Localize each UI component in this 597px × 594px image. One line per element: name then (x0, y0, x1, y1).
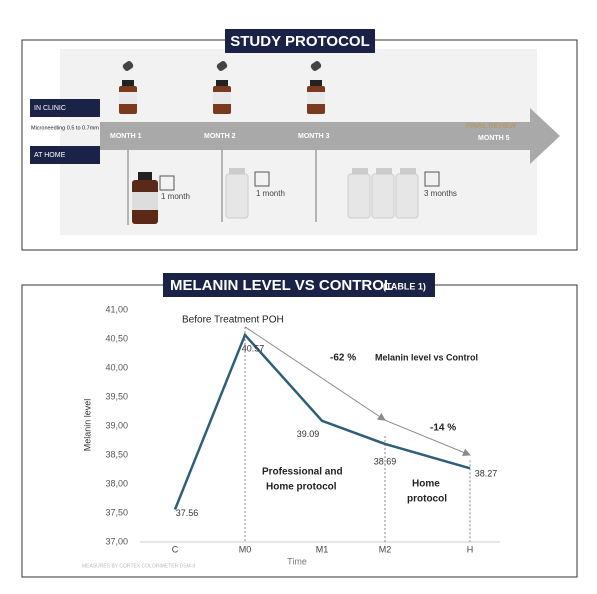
x-tick-label: M2 (379, 544, 392, 554)
annotation: Before Treatment POH (182, 315, 284, 326)
y-tick-label: 41,00 (105, 304, 128, 314)
y-tick-label: 39,00 (105, 420, 128, 430)
y-tick-label: 39,50 (105, 391, 128, 401)
row-box (30, 146, 100, 164)
annotation: -62 % (330, 353, 356, 364)
timeline-arrow (100, 108, 560, 164)
chart-panel (21, 284, 578, 578)
control-arrow (384, 419, 471, 457)
clinic-vials (119, 61, 325, 114)
control-arrow (244, 326, 386, 421)
month-lines (127, 150, 317, 225)
final-review: FINAL REVIEW (466, 123, 516, 130)
data-label: 37.56 (176, 508, 199, 518)
phase-label: Home protocol (266, 482, 337, 493)
phase-label: protocol (407, 494, 447, 505)
section-title: STUDY PROTOCOL (230, 33, 369, 50)
phase-label: Professional and (262, 467, 343, 478)
series-line (173, 332, 471, 510)
y-tick-label: 37,00 (105, 536, 128, 546)
footnote: MEASURES BY CORTEX COLORIMETER DSM-II (82, 563, 195, 569)
series-label: Melanin level vs Control (375, 352, 478, 362)
chart-title: MELANIN LEVEL VS CONTROL (170, 277, 393, 294)
month-label: MONTH 1 (110, 133, 142, 140)
x-tick-label: M0 (239, 544, 252, 554)
plot: 37,00 37,50 38,00 38,50 39,00 39,50 40,00 40,50… (105, 304, 500, 554)
data-label: 38.69 (374, 456, 397, 466)
clinic-note: Microneedling 0.5 to 0.7mm (31, 125, 99, 131)
y-axis-label: Melanin level (82, 399, 92, 452)
title-box (163, 273, 435, 297)
phase-label: Home (412, 479, 440, 490)
x-tick-label: H (467, 544, 474, 554)
y-tick-label: 38,00 (105, 478, 128, 488)
x-tick-label: C (172, 544, 179, 554)
duration: 1 month (256, 189, 285, 198)
y-tick-label: 40,00 (105, 362, 128, 372)
x-tick-label: M1 (316, 544, 329, 554)
month-label: MONTH 3 (298, 133, 330, 140)
annotation: -14 % (430, 423, 456, 434)
title-box (225, 29, 375, 53)
y-tick-label: 40,50 (105, 333, 128, 343)
duration: 1 month (161, 192, 190, 201)
data-label: 39.09 (297, 429, 320, 439)
y-tick-label: 37,50 (105, 507, 128, 517)
x-axis-label: Time (287, 556, 307, 566)
row-label: AT HOME (34, 152, 66, 159)
row-label: IN CLINIC (34, 105, 66, 112)
y-tick-label: 38,50 (105, 449, 128, 459)
month-label: MONTH 2 (204, 133, 236, 140)
chart-title-note: (TABLE 1) (383, 281, 426, 291)
duration: 3 months (424, 189, 457, 198)
final-month: MONTH 5 (478, 135, 510, 142)
home-products (132, 168, 440, 224)
data-label: 40.57 (242, 343, 265, 353)
row-box (30, 99, 100, 117)
data-label: 38.27 (475, 469, 498, 479)
